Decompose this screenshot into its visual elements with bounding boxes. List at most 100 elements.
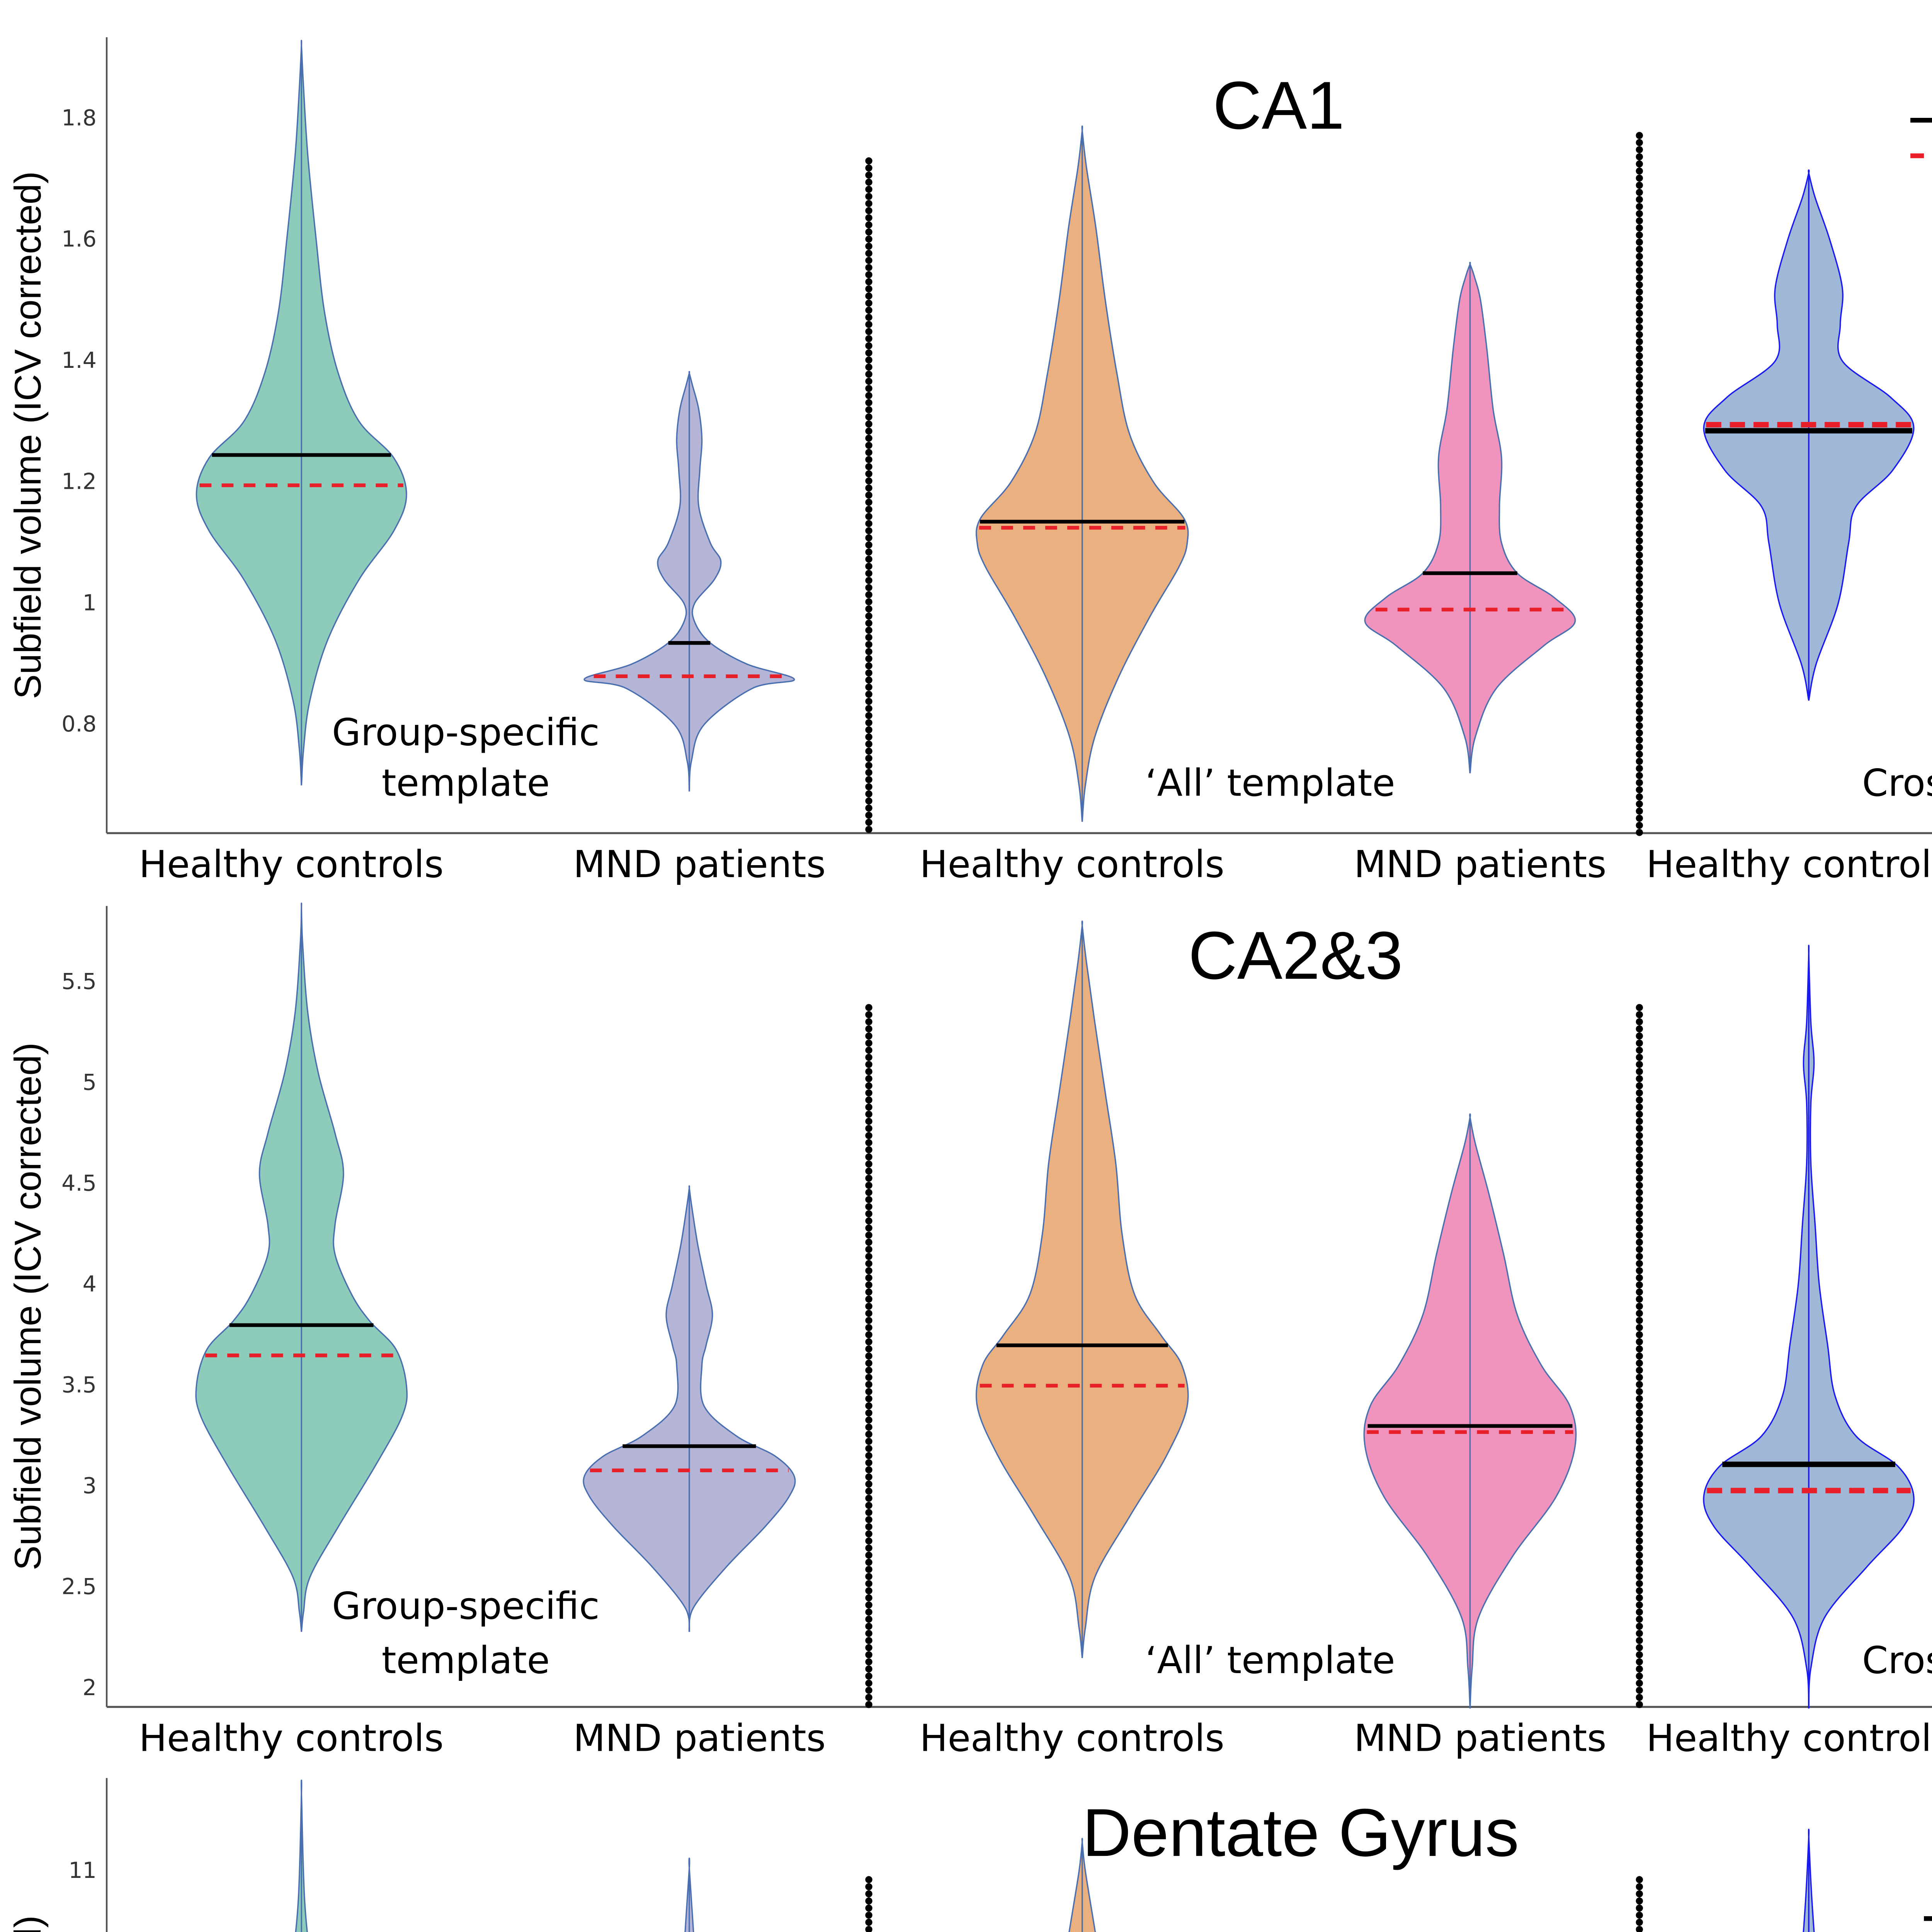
divider-dot: [865, 342, 872, 350]
divider-dot: [1636, 1883, 1643, 1891]
divider-dot: [865, 570, 872, 577]
divider-dot: [865, 1367, 872, 1374]
divider-dot: [865, 378, 872, 385]
divider-dot: [1636, 1658, 1643, 1666]
divider-dot: [865, 1495, 872, 1502]
divider-dot: [865, 1445, 872, 1452]
divider-dot: [1636, 153, 1643, 161]
divider-dot: [865, 612, 872, 620]
divider-dot: [1636, 1153, 1643, 1161]
divider-dot: [865, 776, 872, 783]
divider-dot: [865, 769, 872, 776]
divider-dot: [865, 1104, 872, 1111]
divider-dot: [865, 1288, 872, 1296]
y-tick-label: 1.8: [61, 105, 97, 131]
divider-dot: [1636, 779, 1643, 786]
divider-dot: [865, 641, 872, 648]
divider-dot: [1636, 1904, 1643, 1912]
divider-dot: [865, 257, 872, 264]
divider-dot: [1636, 1616, 1643, 1623]
divider-dot: [1636, 274, 1643, 281]
x-category-label: Healthy controls: [1646, 843, 1932, 886]
divider-dot: [865, 179, 872, 186]
divider-dot: [865, 1146, 872, 1153]
divider-dot: [1636, 1374, 1643, 1381]
divider-dot: [1636, 829, 1643, 836]
divider-dot: [865, 356, 872, 364]
divider-dot: [865, 299, 872, 307]
divider-dot: [865, 662, 872, 670]
divider-dot: [1636, 1303, 1643, 1310]
divider-dot: [1636, 1573, 1643, 1580]
divider-dot: [1636, 1466, 1643, 1474]
divider-dot: [1636, 601, 1643, 609]
y-tick-label: 4: [83, 1272, 97, 1297]
divider-dot: [865, 1473, 872, 1481]
divider-dot: [1636, 629, 1643, 637]
panel-divider: [865, 1004, 872, 1708]
x-category-label: Healthy controls: [1646, 1716, 1932, 1760]
divider-dot: [1636, 566, 1643, 573]
divider-dot: [1636, 1032, 1643, 1040]
divider-dot: [865, 1897, 872, 1905]
divider-dot: [1636, 1352, 1643, 1360]
legend: MeanMedian: [1924, 1916, 1932, 1921]
divider-dot: [865, 712, 872, 719]
y-tick-label: 1.4: [61, 348, 97, 373]
divider-dot: [1636, 1438, 1643, 1445]
divider-dot: [1636, 1310, 1643, 1317]
divider-dot: [865, 1438, 872, 1445]
divider-dot: [1636, 374, 1643, 381]
divider-dot: [865, 207, 872, 214]
divider-dot: [865, 577, 872, 584]
violin-healthy-controls: [295, 1779, 308, 1932]
divider-dot: [1636, 736, 1643, 744]
divider-dot: [1636, 1317, 1643, 1324]
violin-healthy-controls: [1703, 169, 1915, 701]
divider-dot: [865, 534, 872, 542]
divider-dot: [865, 726, 872, 734]
divider-dot: [865, 1523, 872, 1531]
divider-dot: [865, 705, 872, 712]
violin-mnd-patients: [583, 1185, 796, 1632]
divider-dot: [1636, 146, 1643, 153]
divider-dot: [865, 1381, 872, 1388]
divider-dot: [1636, 196, 1643, 203]
divider-dot: [1636, 1452, 1643, 1459]
divider-dot: [865, 648, 872, 655]
divider-dot: [1636, 587, 1643, 594]
divider-dot: [1636, 1926, 1643, 1932]
divider-dot: [1636, 345, 1643, 352]
y-tick-label: 2.5: [61, 1574, 97, 1600]
divider-dot: [865, 811, 872, 819]
divider-dot: [1636, 1918, 1643, 1926]
divider-dot: [1636, 1367, 1643, 1374]
divider-dot: [1636, 359, 1643, 367]
divider-dot: [1636, 1260, 1643, 1267]
y-tick-label: 5.5: [61, 969, 97, 994]
divider-dot: [865, 1139, 872, 1146]
divider-dot: [1636, 573, 1643, 580]
divider-dot: [865, 1345, 872, 1353]
divider-dot: [1636, 203, 1643, 210]
divider-dot: [865, 1890, 872, 1898]
divider-dot: [1636, 1238, 1643, 1246]
divider-dot: [1636, 1182, 1643, 1189]
divider-dot: [865, 456, 872, 463]
divider-dot: [865, 1189, 872, 1196]
divider-dot: [865, 1416, 872, 1424]
violin-healthy-controls: [1068, 1838, 1096, 1932]
panel-method-label: template: [382, 762, 550, 805]
divider-dot: [865, 1616, 872, 1623]
divider-dot: [865, 1061, 872, 1068]
divider-dot: [1636, 1096, 1643, 1104]
divider-dot: [865, 392, 872, 399]
divider-dot: [865, 520, 872, 527]
x-category-label: MND patients: [573, 843, 826, 886]
divider-dot: [865, 1402, 872, 1410]
divider-dot: [1636, 1876, 1643, 1883]
divider-dot: [865, 513, 872, 520]
divider-dot: [1636, 1274, 1643, 1282]
divider-dot: [1636, 758, 1643, 765]
divider-dot: [1636, 722, 1643, 730]
